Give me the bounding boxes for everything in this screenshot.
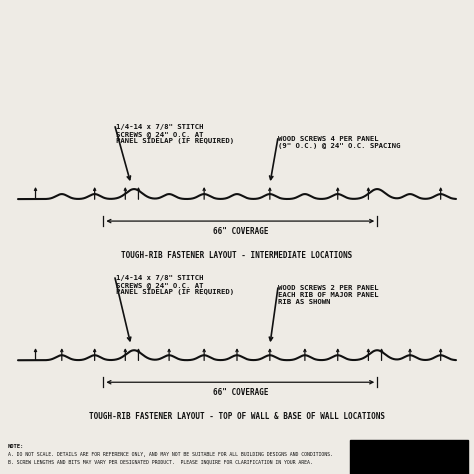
Text: 1/4-14 x 7/8" STITCH
SCREWS @ 24" O.C. AT
PANEL SIDELAP (IF REQUIRED): 1/4-14 x 7/8" STITCH SCREWS @ 24" O.C. A… <box>116 275 235 295</box>
Text: WOOD SCREWS 2 PER PANEL
EACH RIB OF MAJOR PANEL
RIB AS SHOWN: WOOD SCREWS 2 PER PANEL EACH RIB OF MAJO… <box>278 285 379 305</box>
Text: 1/4-14 x 7/8" STITCH
SCREWS @ 24" O.C. AT
PANEL SIDELAP (IF REQUIRED): 1/4-14 x 7/8" STITCH SCREWS @ 24" O.C. A… <box>116 124 235 144</box>
Text: NOTE:: NOTE: <box>8 444 24 449</box>
Text: B. SCREW LENGTHS AND BITS MAY VARY PER DESIGNATED PRODUCT.  PLEASE INQUIRE FOR C: B. SCREW LENGTHS AND BITS MAY VARY PER D… <box>8 459 313 464</box>
Text: A. DO NOT SCALE. DETAILS ARE FOR REFERENCE ONLY, AND MAY NOT BE SUITABLE FOR ALL: A. DO NOT SCALE. DETAILS ARE FOR REFEREN… <box>8 452 333 457</box>
Bar <box>350 440 468 474</box>
Text: WOOD SCREWS 4 PER PANEL
(9" O.C.) @ 24" O.C. SPACING: WOOD SCREWS 4 PER PANEL (9" O.C.) @ 24" … <box>278 136 401 149</box>
Text: TOUGH-RIB FASTENER LAYOUT - TOP OF WALL & BASE OF WALL LOCATIONS: TOUGH-RIB FASTENER LAYOUT - TOP OF WALL … <box>89 412 385 421</box>
Text: 66" COVERAGE: 66" COVERAGE <box>212 388 268 397</box>
Text: 66" COVERAGE: 66" COVERAGE <box>212 227 268 236</box>
Text: TOUGH-RIB FASTENER LAYOUT - INTERMEDIATE LOCATIONS: TOUGH-RIB FASTENER LAYOUT - INTERMEDIATE… <box>121 251 353 260</box>
